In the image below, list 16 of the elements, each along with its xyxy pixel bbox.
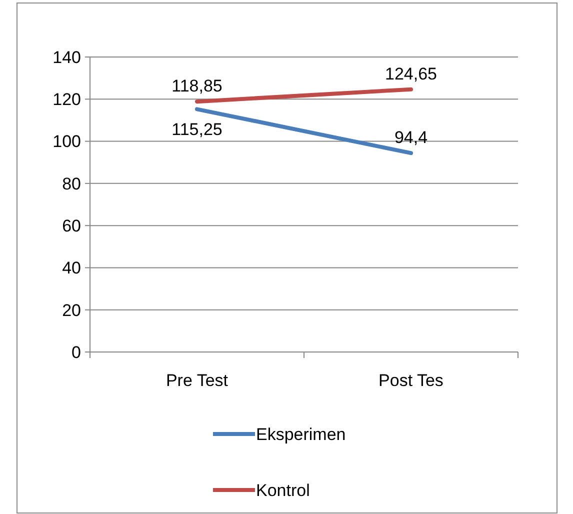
legend-label: Eksperimen (256, 424, 346, 444)
data-label: 124,65 (385, 64, 437, 84)
data-label: 94,4 (394, 128, 428, 148)
y-tick-label: 100 (52, 132, 81, 152)
x-tick-label: Pre Test (166, 371, 228, 390)
y-tick-label: 120 (52, 90, 81, 110)
data-label: 118,85 (172, 76, 222, 96)
y-tick-label: 140 (52, 48, 81, 67)
y-tick-label: 80 (62, 174, 81, 194)
y-tick-label: 60 (62, 216, 81, 236)
y-tick-label: 40 (62, 258, 81, 278)
y-tick-label: 0 (72, 342, 81, 362)
x-tick-label: Post Tes (378, 371, 444, 390)
legend-label: Kontrol (256, 480, 310, 500)
data-label: 115,25 (172, 120, 222, 140)
y-tick-label: 20 (62, 300, 81, 320)
